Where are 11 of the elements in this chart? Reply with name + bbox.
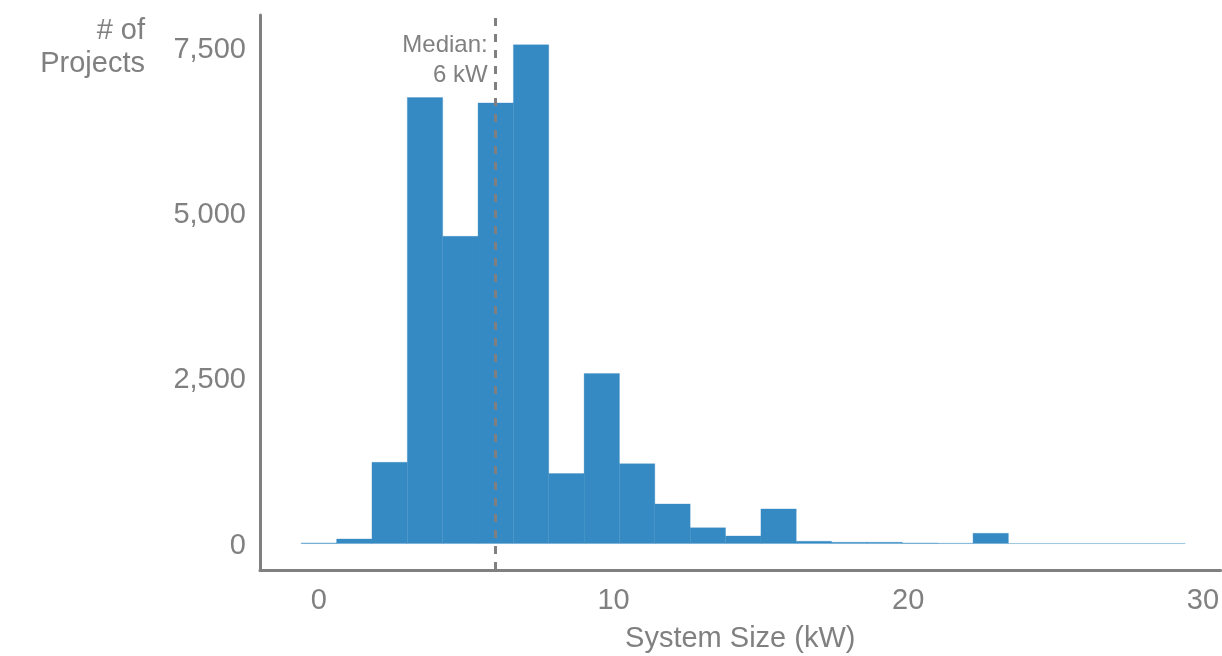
x-tick-label: 10	[597, 582, 630, 615]
ref-line-label: Median: 6 kW	[402, 29, 489, 87]
x-tick-label: 20	[892, 582, 925, 615]
y-tick-label: 7,500	[173, 32, 246, 65]
y-tick-label: 5,000	[173, 197, 246, 230]
y-tick-label: 2,500	[173, 362, 246, 395]
x-tick-label: 30	[1186, 582, 1219, 615]
y-tick-label: 0	[229, 527, 246, 560]
x-tick-label: 0	[310, 582, 327, 615]
x-axis-title: System Size (kW)	[625, 620, 856, 653]
y-axis-title: # of Projects	[40, 12, 146, 78]
